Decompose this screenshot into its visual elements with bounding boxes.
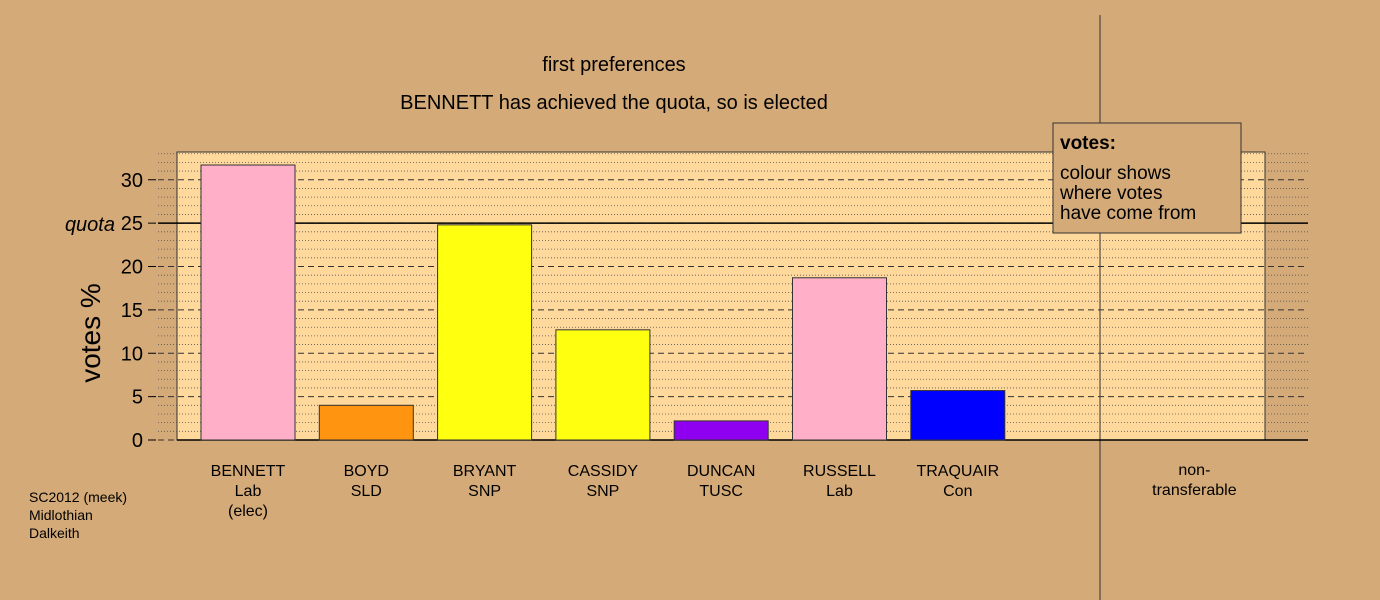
footer-text: Dalkeith [29, 525, 80, 541]
candidate-name: BRYANT [453, 463, 517, 480]
y-axis-label: votes % [75, 283, 106, 383]
chart-subtitle: BENNETT has achieved the quota, so is el… [400, 92, 828, 114]
quota-label: quota [65, 214, 115, 236]
non-transferable-label: transferable [1152, 482, 1237, 499]
y-tick-label: 0 [132, 430, 143, 452]
y-tick-label: 20 [121, 257, 143, 279]
y-tick-label: 15 [121, 300, 143, 322]
footer-text: SC2012 (meek) [29, 489, 127, 505]
y-tick-label: 10 [121, 343, 143, 365]
candidate-name: DUNCAN [687, 463, 755, 480]
candidate-name: CASSIDY [568, 463, 639, 480]
party-label: SNP [586, 483, 619, 500]
bar [555, 329, 651, 441]
legend-box [1052, 122, 1242, 234]
candidate-name: TRAQUAIR [916, 463, 999, 480]
legend-text: where votes [1059, 183, 1162, 204]
bar [792, 277, 887, 441]
bar [910, 390, 1006, 441]
bar [673, 420, 769, 441]
candidate-name: BOYD [344, 463, 389, 480]
non-transferable-label: non- [1178, 462, 1210, 479]
bar [437, 224, 533, 441]
legend-text: have come from [1060, 203, 1196, 224]
bar [318, 404, 414, 441]
legend-title: votes: [1060, 133, 1116, 154]
y-tick-label: 30 [121, 170, 143, 192]
candidate-name: RUSSELL [803, 463, 876, 480]
party-label: SLD [351, 483, 382, 500]
y-tick-label: 25 [121, 213, 143, 235]
candidate-name: BENNETT [211, 463, 286, 480]
party-label: TUSC [699, 483, 743, 500]
status-label: (elec) [228, 503, 268, 520]
party-label: Lab [235, 483, 262, 500]
party-label: SNP [468, 483, 501, 500]
party-label: Con [943, 483, 972, 500]
legend-text: colour shows [1060, 163, 1171, 184]
footer-text: Midlothian [29, 507, 93, 523]
y-tick-label: 5 [132, 387, 143, 409]
party-label: Lab [826, 483, 853, 500]
bar [200, 164, 296, 441]
chart-title: first preferences [542, 54, 685, 76]
